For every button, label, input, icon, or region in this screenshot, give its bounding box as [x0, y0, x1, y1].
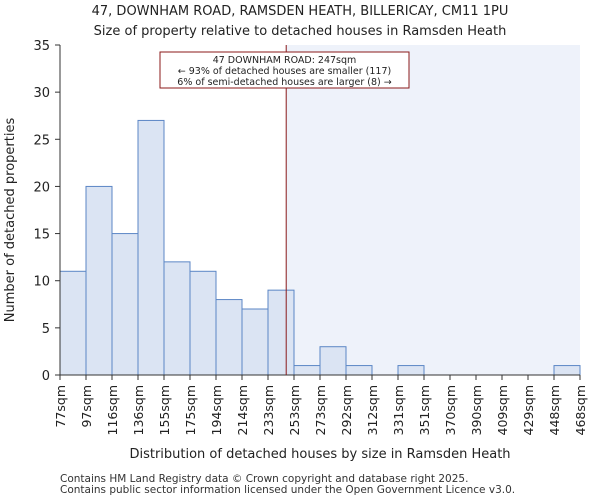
- x-tick-label-97sqm: 97sqm: [79, 385, 94, 428]
- chart-title-line2: Size of property relative to detached ho…: [93, 24, 507, 39]
- x-tick-label-429sqm: 429sqm: [521, 385, 536, 435]
- annotation-box: [159, 51, 410, 89]
- x-tick-label-194sqm: 194sqm: [209, 385, 224, 435]
- y-axis-title: Number of detached properties: [3, 118, 18, 323]
- histogram-bar-448sqm: [553, 365, 581, 376]
- x-tick-label-273sqm: 273sqm: [313, 385, 328, 435]
- x-tick-label-331sqm: 331sqm: [391, 385, 406, 435]
- footer-line1: Contains HM Land Registry data © Crown c…: [60, 473, 469, 485]
- shaded-region-larger: [286, 45, 580, 375]
- annotation-line-1: 47 DOWNHAM ROAD: 247sqm: [213, 55, 357, 66]
- x-tick-label-448sqm: 448sqm: [547, 385, 562, 435]
- histogram-bar-175sqm: [189, 270, 217, 376]
- x-tick-label-214sqm: 214sqm: [235, 385, 250, 435]
- y-tick-label-0: 0: [42, 369, 50, 384]
- x-tick-label-253sqm: 253sqm: [287, 385, 302, 435]
- x-tick-label-468sqm: 468sqm: [573, 385, 588, 435]
- y-tick-label-10: 10: [33, 275, 50, 290]
- x-tick-label-77sqm: 77sqm: [53, 385, 68, 428]
- y-tick-label-15: 15: [33, 228, 50, 243]
- x-tick-label-351sqm: 351sqm: [417, 385, 432, 435]
- y-tick-label-35: 35: [33, 39, 50, 54]
- footer-line2: Contains public sector information licen…: [60, 484, 516, 496]
- histogram-bar-136sqm: [137, 119, 165, 376]
- histogram-bar-253sqm: [293, 365, 321, 376]
- x-tick-label-155sqm: 155sqm: [157, 385, 172, 435]
- x-tick-label-409sqm: 409sqm: [495, 385, 510, 435]
- x-tick-label-233sqm: 233sqm: [261, 385, 276, 435]
- histogram-bar-155sqm: [163, 261, 191, 376]
- histogram-bar-116sqm: [111, 233, 139, 376]
- x-tick-label-136sqm: 136sqm: [131, 385, 146, 435]
- histogram-bar-77sqm: [59, 270, 87, 376]
- chart-title: 47, DOWNHAM ROAD, RAMSDEN HEATH, BILLERI…: [0, 2, 600, 42]
- x-tick-label-312sqm: 312sqm: [365, 385, 380, 435]
- chart-title-line1: 47, DOWNHAM ROAD, RAMSDEN HEATH, BILLERI…: [91, 4, 509, 19]
- x-tick-label-116sqm: 116sqm: [105, 385, 120, 435]
- histogram-bar-292sqm: [345, 365, 373, 376]
- histogram-bar-233sqm: [267, 289, 295, 376]
- x-tick-label-370sqm: 370sqm: [443, 385, 458, 435]
- y-tick-label-20: 20: [33, 180, 50, 195]
- y-tick-label-30: 30: [33, 86, 50, 101]
- annotation-line-3: 6% of semi-detached houses are larger (8…: [177, 77, 391, 88]
- x-tick-label-175sqm: 175sqm: [183, 385, 198, 435]
- histogram-bar-273sqm: [319, 346, 347, 376]
- histogram-bar-214sqm: [241, 308, 269, 376]
- x-axis-title: Distribution of detached houses by size …: [129, 447, 510, 462]
- y-tick-label-25: 25: [33, 133, 50, 148]
- y-tick-label-5: 5: [42, 322, 50, 337]
- histogram-bar-97sqm: [85, 185, 113, 376]
- histogram-bar-194sqm: [215, 299, 243, 376]
- histogram-bar-331sqm: [397, 365, 425, 376]
- annotation-line-2: ← 93% of detached houses are smaller (11…: [178, 66, 391, 77]
- x-tick-label-292sqm: 292sqm: [339, 385, 354, 435]
- x-tick-label-390sqm: 390sqm: [469, 385, 484, 435]
